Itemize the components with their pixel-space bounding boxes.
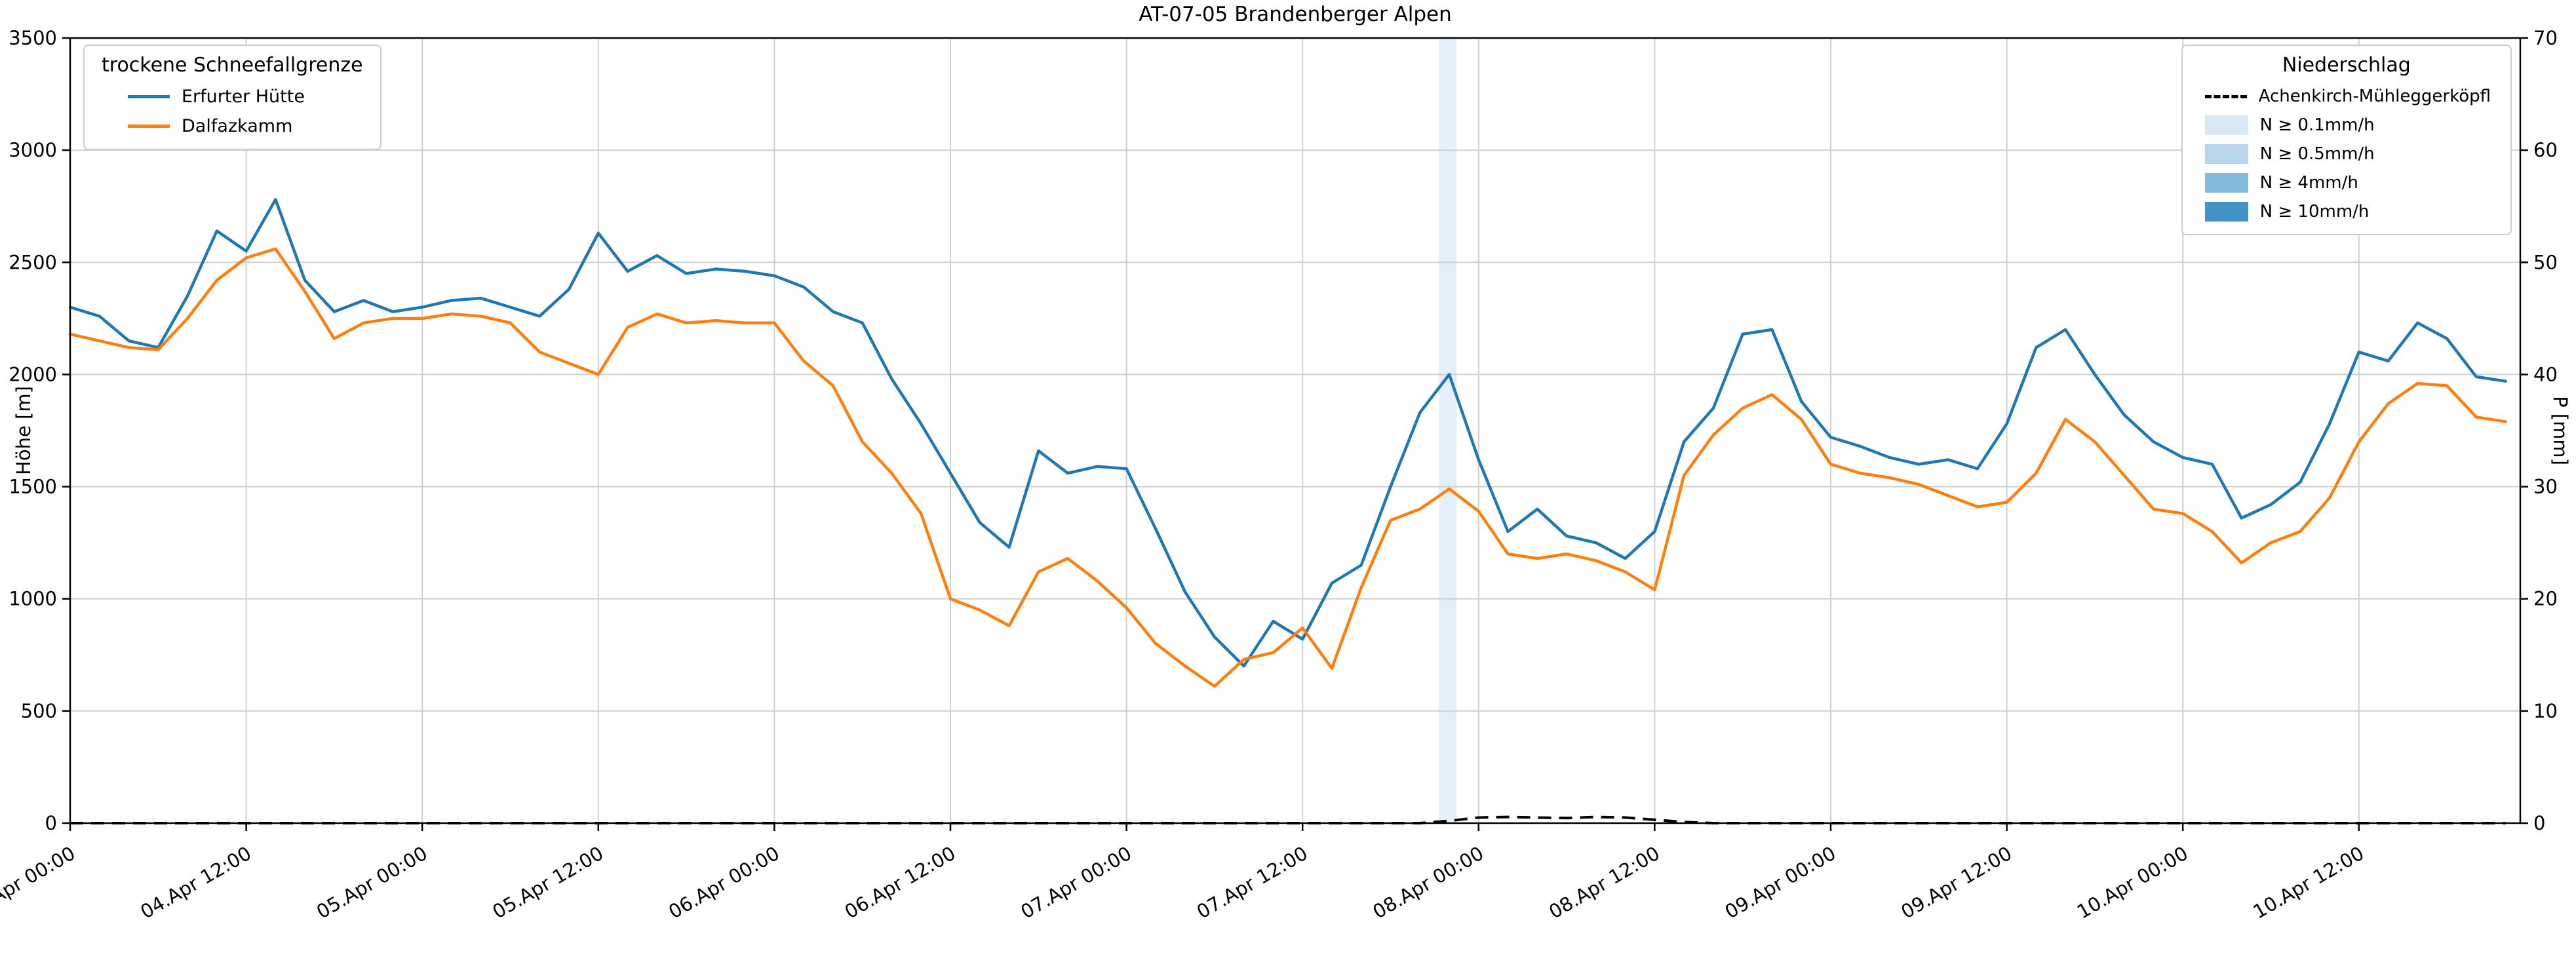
y-axis-label-right: P [mm] bbox=[2549, 396, 2571, 465]
legend-entry-label: N ≥ 0.1mm/h bbox=[2259, 115, 2375, 135]
chart-title: AT-07-05 Brandenberger Alpen bbox=[1139, 3, 1452, 26]
x-tick-label: 07.Apr 12:00 bbox=[1193, 842, 1312, 923]
legend-entry-label: Erfurter Hütte bbox=[182, 87, 305, 107]
x-tick-label: 06.Apr 00:00 bbox=[665, 842, 783, 923]
color-patch-icon bbox=[2204, 115, 2248, 135]
x-tick-label: 05.Apr 12:00 bbox=[489, 842, 608, 923]
color-patch-icon bbox=[2204, 144, 2248, 164]
y-tick-label-right: 40 bbox=[2533, 363, 2558, 385]
x-tick-label: 08.Apr 00:00 bbox=[1369, 842, 1488, 923]
precip-band bbox=[1439, 38, 1457, 823]
legend-entry-dalfazkamm: Dalfazkamm bbox=[98, 111, 367, 141]
legend-entry-label: N ≥ 0.5mm/h bbox=[2259, 144, 2375, 164]
y-tick-label-left: 2500 bbox=[9, 251, 57, 273]
y-tick-label-left: 1500 bbox=[9, 476, 57, 498]
y-tick-label-right: 30 bbox=[2533, 476, 2558, 498]
y-tick-label-left: 3500 bbox=[9, 27, 57, 49]
x-tick-label: 05.Apr 00:00 bbox=[313, 842, 431, 923]
y-tick-label-left: 500 bbox=[21, 700, 57, 722]
x-tick-label: 08.Apr 12:00 bbox=[1545, 842, 1664, 923]
y-tick-label-right: 20 bbox=[2533, 588, 2558, 610]
legend-entry-station: Achenkirch-Mühleggerköpfl bbox=[2196, 82, 2497, 111]
x-tick-label: 09.Apr 00:00 bbox=[1721, 842, 1840, 923]
legend-precip: Niederschlag Achenkirch-Mühleggerköpfl N… bbox=[2181, 45, 2512, 235]
y-tick-label-right: 70 bbox=[2533, 27, 2558, 49]
x-tick-label: 06.Apr 12:00 bbox=[841, 842, 960, 923]
precip-line bbox=[70, 815, 2506, 824]
x-tick-label: 04.Apr 12:00 bbox=[136, 842, 255, 923]
line-swatch-erfurter-icon bbox=[128, 95, 170, 98]
color-patch-icon bbox=[2204, 202, 2248, 222]
legend-precip-title: Niederschlag bbox=[2282, 54, 2411, 77]
y-tick-label-left: 2000 bbox=[9, 363, 57, 385]
legend-entry-erfurter: Erfurter Hütte bbox=[98, 82, 367, 111]
y-tick-label-right: 50 bbox=[2533, 251, 2558, 273]
legend-entry-label: Achenkirch-Mühleggerköpfl bbox=[2258, 87, 2491, 106]
x-tick-label: 04.Apr 00:00 bbox=[0, 842, 79, 923]
legend-entry-label: N ≥ 4mm/h bbox=[2259, 173, 2358, 193]
y-tick-label-left: 3000 bbox=[9, 139, 57, 161]
y-tick-label-left: 1000 bbox=[9, 588, 57, 610]
color-patch-icon bbox=[2204, 173, 2248, 193]
legend-entry-label: Dalfazkamm bbox=[182, 116, 293, 136]
series-line-1 bbox=[68, 247, 2507, 688]
legend-entry-label: N ≥ 10mm/h bbox=[2259, 202, 2370, 222]
legend-snowline-title: trockene Schneefallgrenze bbox=[102, 54, 363, 77]
y-tick-label-right: 0 bbox=[2533, 812, 2545, 834]
x-tick-label: 07.Apr 00:00 bbox=[1017, 842, 1135, 923]
x-tick-label: 09.Apr 12:00 bbox=[1897, 842, 2016, 923]
legend-entry-level-0: N ≥ 0.1mm/h bbox=[2196, 111, 2497, 140]
plot-frame bbox=[69, 37, 2522, 824]
x-tick-label: 10.Apr 00:00 bbox=[2073, 842, 2192, 923]
y-axis-label-left: Höhe [m] bbox=[12, 386, 35, 475]
x-tick-label: 10.Apr 12:00 bbox=[2250, 842, 2368, 923]
dashed-line-swatch-icon bbox=[2204, 94, 2247, 98]
legend-entry-level-2: N ≥ 4mm/h bbox=[2196, 168, 2497, 197]
y-tick-label-left: 0 bbox=[45, 812, 57, 834]
line-swatch-dalfazkamm-icon bbox=[128, 125, 170, 128]
y-tick-label-right: 10 bbox=[2533, 700, 2558, 722]
legend-entry-level-1: N ≥ 0.5mm/h bbox=[2196, 140, 2497, 168]
legend-entry-level-3: N ≥ 10mm/h bbox=[2196, 197, 2497, 226]
legend-snowline: trockene Schneefallgrenze Erfurter Hütte… bbox=[83, 45, 381, 150]
series-line-0 bbox=[68, 198, 2507, 668]
y-tick-label-right: 60 bbox=[2533, 139, 2558, 161]
